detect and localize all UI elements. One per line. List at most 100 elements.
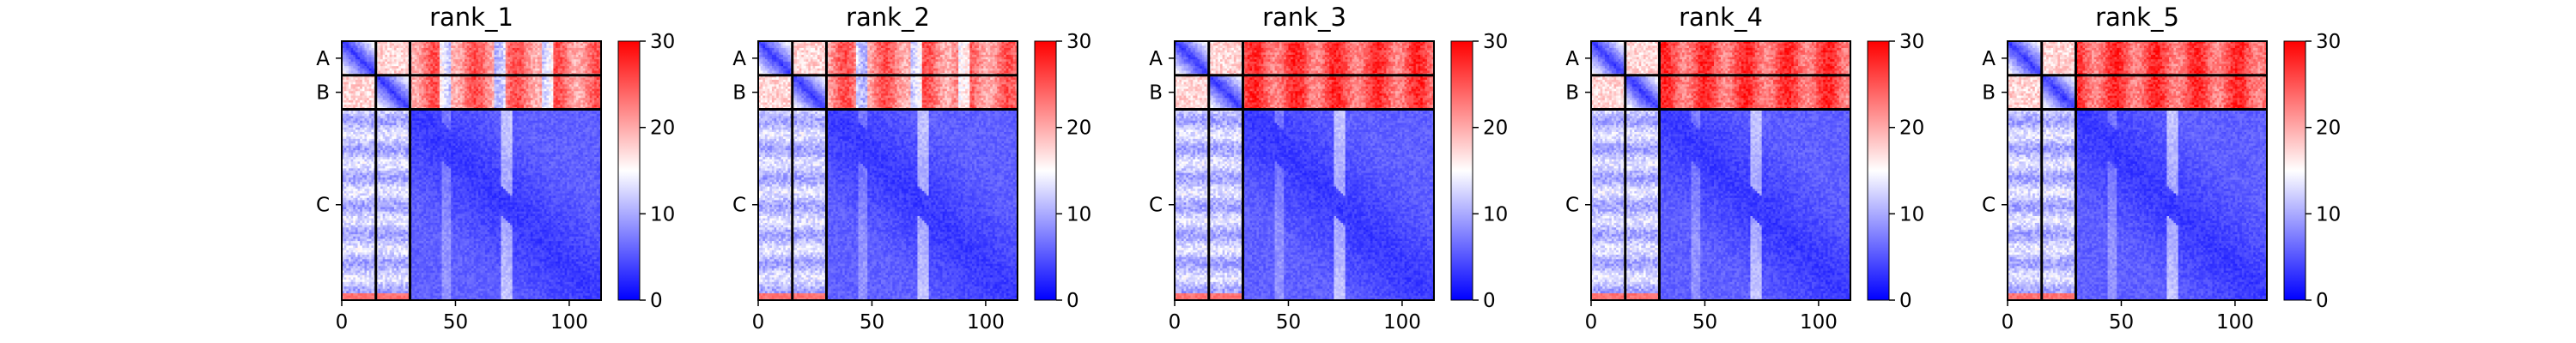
heatmap-cell xyxy=(569,59,572,62)
heatmap-cell xyxy=(565,51,568,53)
heatmap-cell xyxy=(351,51,354,53)
heatmap-cell xyxy=(405,45,408,48)
heatmap-cell xyxy=(428,132,431,135)
heatmap-cell xyxy=(405,44,408,46)
heatmap-cell xyxy=(562,116,565,118)
heatmap-cell xyxy=(583,63,586,66)
heatmap-cell xyxy=(460,139,463,141)
heatmap-cell xyxy=(451,87,453,89)
heatmap-cell xyxy=(423,98,426,100)
heatmap-cell xyxy=(506,55,508,57)
heatmap-cell xyxy=(398,123,401,125)
heatmap-cell xyxy=(353,84,355,87)
heatmap-cell xyxy=(428,52,431,55)
heatmap-cell xyxy=(510,55,513,57)
heatmap-cell xyxy=(594,118,597,121)
heatmap-cell xyxy=(517,45,519,48)
heatmap-cell xyxy=(590,70,592,73)
heatmap-cell xyxy=(360,89,362,92)
heatmap-cell xyxy=(444,59,447,62)
heatmap-cell xyxy=(476,132,478,135)
heatmap-cell xyxy=(526,116,529,118)
heatmap-cell xyxy=(556,125,558,128)
heatmap-cell xyxy=(506,45,508,48)
heatmap-cell xyxy=(501,80,503,82)
heatmap-cell xyxy=(528,63,531,66)
heatmap-cell xyxy=(492,135,495,137)
heatmap-cell xyxy=(506,87,508,89)
heatmap-cell xyxy=(483,59,485,62)
heatmap-cell xyxy=(483,52,485,55)
heatmap-cell xyxy=(465,57,467,60)
heatmap-cell xyxy=(531,87,533,89)
heatmap-cell xyxy=(580,62,583,64)
heatmap-cell xyxy=(469,69,471,71)
heatmap-cell xyxy=(594,103,597,105)
heatmap-cell xyxy=(380,125,383,128)
heatmap-cell xyxy=(494,111,496,114)
heatmap-cell xyxy=(569,114,572,117)
heatmap-cell xyxy=(503,116,506,118)
heatmap-cell xyxy=(380,98,383,100)
heatmap-cell xyxy=(583,80,586,82)
heatmap-cell xyxy=(397,129,399,132)
heatmap-cell xyxy=(460,62,463,64)
heatmap-cell xyxy=(590,59,592,62)
heatmap-cell xyxy=(419,63,422,66)
heatmap-cell xyxy=(558,80,561,82)
heatmap-cell xyxy=(553,123,556,125)
heatmap-cell xyxy=(453,51,456,53)
heatmap-cell xyxy=(444,111,447,114)
heatmap-cell xyxy=(533,139,536,141)
heatmap-cell xyxy=(465,45,467,48)
heatmap-cell xyxy=(542,66,544,69)
heatmap-cell xyxy=(531,100,533,103)
heatmap-cell xyxy=(467,70,470,73)
heatmap-cell xyxy=(401,89,404,92)
heatmap-cell xyxy=(597,93,599,96)
heatmap-cell xyxy=(592,121,594,123)
heatmap-cell xyxy=(576,121,579,123)
heatmap-cell xyxy=(521,69,524,71)
heatmap-cell xyxy=(492,118,495,121)
heatmap-cell xyxy=(485,114,488,117)
heatmap-cell xyxy=(590,66,592,69)
heatmap-cell xyxy=(583,118,586,121)
heatmap-cell xyxy=(492,116,495,118)
heatmap-cell xyxy=(542,98,544,100)
heatmap-cell xyxy=(560,62,562,64)
heatmap-cell xyxy=(579,63,581,66)
heatmap-cell xyxy=(390,100,392,103)
heatmap-cell xyxy=(544,52,547,55)
heatmap-cell xyxy=(524,96,526,99)
heatmap-cell xyxy=(496,87,499,89)
heatmap-cell xyxy=(580,116,583,118)
heatmap-cell xyxy=(556,44,558,46)
heatmap-cell xyxy=(360,87,362,89)
heatmap-cell xyxy=(435,118,438,121)
heatmap-cell xyxy=(535,45,538,48)
heatmap-cell xyxy=(390,89,392,92)
heatmap-cell xyxy=(371,91,374,93)
heatmap-cell xyxy=(440,128,442,130)
heatmap-cell xyxy=(521,44,524,46)
heatmap-cell xyxy=(551,66,554,69)
heatmap-cell xyxy=(390,80,392,82)
heatmap-cell xyxy=(419,93,422,96)
heatmap-cell xyxy=(453,87,456,89)
heatmap-cell xyxy=(542,139,544,141)
heatmap-cell xyxy=(501,105,503,107)
heatmap-cell xyxy=(514,100,517,103)
heatmap-cell xyxy=(351,116,354,118)
heatmap-cell xyxy=(560,98,562,100)
heatmap-cell xyxy=(565,96,568,99)
heatmap-cell xyxy=(513,59,515,62)
heatmap-cell xyxy=(416,111,419,114)
heatmap-cell xyxy=(553,118,556,121)
heatmap-cell xyxy=(587,62,590,64)
heatmap-cell xyxy=(405,59,408,62)
heatmap-cell xyxy=(383,59,386,62)
heatmap-cell xyxy=(503,48,506,51)
heatmap-cell xyxy=(519,84,522,87)
heatmap-cell xyxy=(576,100,579,103)
